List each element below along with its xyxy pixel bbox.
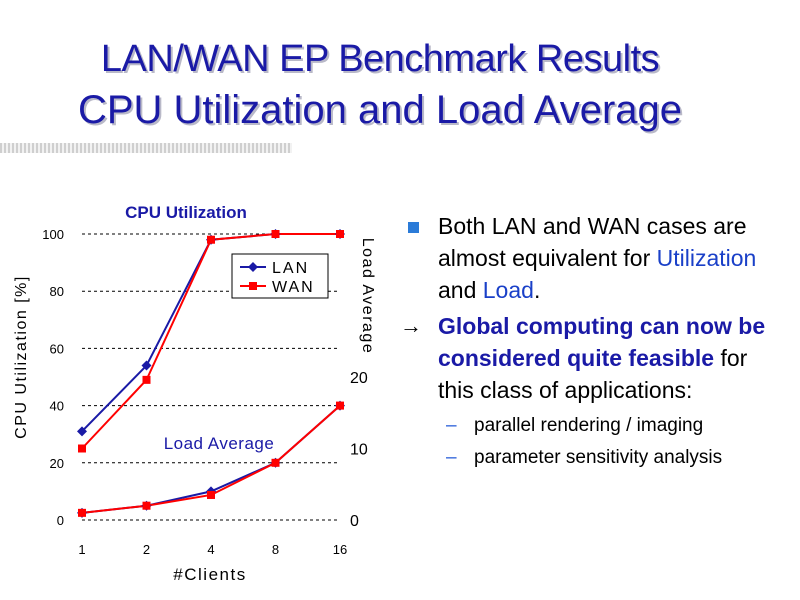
sub-bullet-parameter: – parameter sensitivity analysis bbox=[400, 446, 770, 470]
legend-label-wan: WAN bbox=[272, 279, 315, 296]
x-tick-label: 2 bbox=[143, 542, 150, 557]
y-right-tick-label: 20 bbox=[350, 370, 368, 387]
data-point-wan bbox=[249, 282, 257, 290]
data-point-wan bbox=[142, 501, 151, 510]
bullet1-text: Both LAN and WAN cases are almost equiva… bbox=[438, 213, 747, 271]
slide-title-line1: LAN/WAN EP Benchmark Results bbox=[100, 38, 660, 80]
data-point-wan bbox=[207, 490, 215, 499]
square-bullet-icon bbox=[408, 222, 419, 233]
bullet-global-computing: → Global computing can now be considered… bbox=[400, 310, 770, 406]
bullet1-utilization: Utilization bbox=[656, 245, 757, 271]
dash-icon: – bbox=[446, 415, 457, 436]
data-point-lan bbox=[248, 262, 258, 272]
data-point-wan bbox=[207, 235, 215, 244]
data-point-lan bbox=[77, 426, 87, 437]
title-divider bbox=[0, 143, 292, 153]
data-point-wan bbox=[78, 444, 86, 453]
data-point-wan bbox=[336, 230, 344, 238]
y-right-tick-label: 0 bbox=[350, 513, 359, 530]
y-left-tick-label: 20 bbox=[50, 456, 64, 471]
bullet1-load: Load bbox=[482, 277, 534, 303]
bullet2-bold-text: Global computing can now be considered q… bbox=[438, 313, 766, 371]
legend-label-lan: LAN bbox=[272, 260, 309, 277]
bullet-equivalence: Both LAN and WAN cases are almost equiva… bbox=[400, 210, 770, 306]
data-point-wan bbox=[271, 230, 280, 238]
bullet1-end: . bbox=[533, 277, 541, 303]
y-left-tick-label: 60 bbox=[50, 341, 64, 356]
y-left-tick-label: 40 bbox=[50, 399, 64, 414]
dash-icon: – bbox=[446, 447, 457, 468]
x-tick-label: 16 bbox=[333, 542, 347, 557]
x-tick-label: 8 bbox=[272, 542, 279, 557]
slide-title-line2: CPU Utilization and Load Average bbox=[77, 88, 683, 132]
sub-bullet-rendering: – parallel rendering / imaging bbox=[400, 414, 770, 438]
data-point-wan bbox=[142, 375, 151, 384]
x-tick-label: 4 bbox=[207, 542, 214, 557]
y-right-axis-label: Load Average bbox=[359, 238, 376, 354]
right-arrow-icon: → bbox=[400, 313, 422, 338]
x-tick-label: 1 bbox=[78, 542, 85, 557]
y-right-tick-label: 10 bbox=[350, 442, 368, 459]
y-left-tick-label: 100 bbox=[42, 227, 64, 242]
data-point-wan bbox=[271, 458, 280, 467]
data-point-wan bbox=[78, 508, 86, 517]
sub-bullet2-text: parameter sensitivity analysis bbox=[474, 447, 723, 468]
data-point-wan bbox=[336, 401, 344, 410]
y-left-axis-label: CPU Utilization [%] bbox=[13, 275, 30, 439]
legend-box bbox=[231, 253, 329, 299]
data-point-lan bbox=[141, 360, 152, 371]
bullet2-text: for this class of applications: bbox=[438, 345, 748, 403]
chart-subtitle-background bbox=[140, 430, 298, 456]
y-left-tick-label: 80 bbox=[50, 284, 64, 299]
bullet1-and: and bbox=[438, 277, 483, 303]
sub-bullet1-text: parallel rendering / imaging bbox=[474, 415, 704, 436]
chart-title-load-average: Load Average bbox=[164, 434, 275, 453]
chart-title-cpu-utilization: CPU Utilization bbox=[125, 203, 247, 222]
chart-title-background bbox=[100, 200, 272, 224]
y-left-tick-label: 0 bbox=[57, 513, 64, 528]
x-axis-label: #Clients bbox=[173, 565, 246, 584]
bullet-list: Both LAN and WAN cases are almost equiva… bbox=[400, 210, 770, 470]
